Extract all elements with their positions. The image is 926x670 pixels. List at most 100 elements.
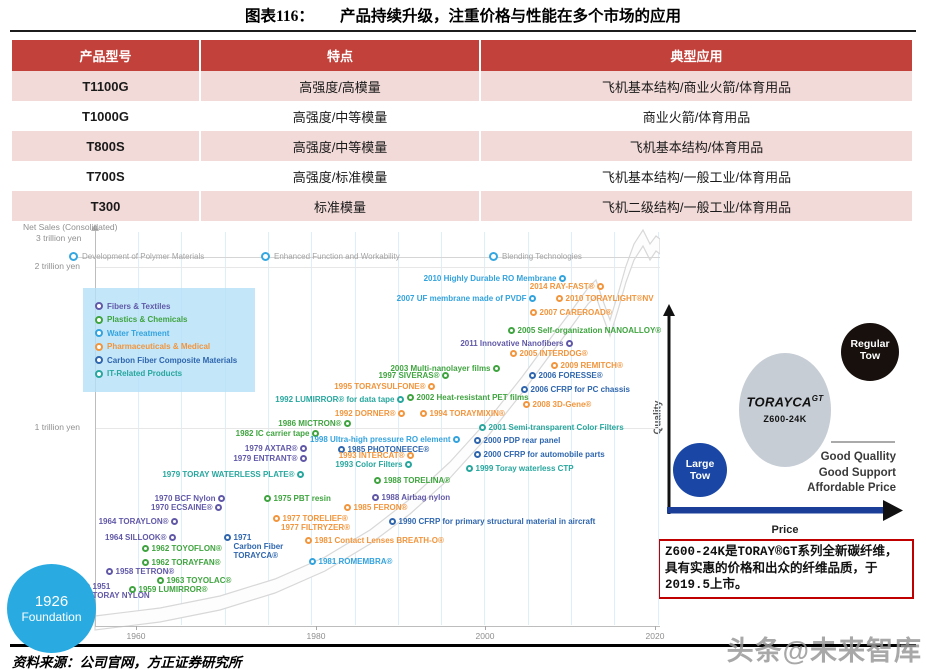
table-header-row: 产品型号 特点 典型应用 [12,40,912,71]
event-label: 2008 3D-Gene® [532,400,592,409]
legend-label: IT-Related Products [107,369,183,379]
event-dot-icon [297,470,304,478]
timeline-event: 1979 ENTRANT® [233,454,307,463]
table-cell: 高强度/中等模量 [200,101,481,131]
x-axis [95,626,660,627]
positioning-diagram-graphic [663,304,903,521]
table-cell: 标准模量 [200,191,481,221]
timeline-event: 1981 ROMEMBRA® [309,557,392,566]
event-label: 2014 RAY-FAST® [529,282,595,291]
legend-dot-icon [95,302,103,311]
event-dot-icon [523,400,530,408]
timeline-event: 1958 TETRON® [106,567,174,576]
legend-item: IT-Related Products [95,369,255,378]
title-divider [10,30,916,32]
event-label: 2006 FORESSE® [538,371,603,380]
timeline-event: 1993 INTERCAT® [339,451,414,460]
event-dot-icon [397,395,404,403]
event-label: 1988 Airbag nylon [381,493,451,502]
legend-label: Pharmaceuticals & Medical [107,342,211,352]
y-axis [95,230,96,626]
table-cell: T1000G [12,101,201,131]
event-label: 1971 Carbon Fiber TORAYCA® [233,533,284,560]
event-dot-icon [218,494,225,502]
torayca-gt-label: TORAYCAGT Z600-24K [738,394,832,424]
table-cell: 飞机基本结构/体育用品 [480,131,912,161]
timeline-event: 1982 IC carrier tape [236,429,319,438]
torayca-gt-bubble [739,353,831,467]
event-label: 1993 INTERCAT® [338,451,405,460]
x-tick [316,626,317,630]
timeline-event: 2005 INTERDOG® [510,349,588,358]
event-dot-icon [344,503,351,511]
legend-item: Carbon Fiber Composite Materials [95,356,255,365]
figure-title: 图表116： 产品持续升级，注重价格与性能在多个市场的应用 [0,4,926,26]
table-cell: 商业火箭/体育用品 [642,109,751,125]
event-label: 1958 TETRON® [115,567,175,576]
event-dot-icon [374,476,381,484]
x-tick-label: 2020 [645,631,665,641]
event-label: 2010 TORAYLIGHT®NV [565,294,654,303]
event-dot-icon [338,445,345,453]
product-table: 产品型号 特点 典型应用 T1100G 高强度/高模量 飞机基本结构/商业火箭/体育用品… [12,40,912,221]
phase-dot-icon [261,252,270,261]
watermark: 头条@未来智库 [726,636,922,666]
y-gridline-label: 1 trillion yen [34,422,80,432]
column-header: 产品型号 [12,40,201,71]
event-dot-icon [407,451,414,459]
y-gridline-label: 2 trillion yen [34,261,80,271]
event-dot-icon [106,567,113,575]
timeline-event: 1962 TORAYFAN® [142,558,221,567]
legend-dot-icon [95,315,103,324]
event-label: 1999 Toray waterless CTP [475,464,574,473]
event-label: 1995 TORAYSULFONE® [334,382,426,391]
event-dot-icon [521,385,528,393]
event-label: 1990 CFRP for primary structural materia… [398,517,596,526]
gridline [96,267,660,268]
event-label: 1959 LUMIRROR® [138,585,208,594]
table-cell: 高强度/高模量 [200,71,481,101]
regular-tow-label: Regular Tow [850,338,890,362]
event-label: 1985 PHOTONEECE® [347,445,430,454]
event-label: 1970 BCF Nylon [154,494,216,503]
timeline-event: 1979 TORAY WATERLESS PLATE® [162,470,304,479]
event-label: 1993 Color Filters [335,460,403,469]
event-dot-icon [405,460,412,468]
event-dot-icon [300,454,307,462]
y-axis-arrow-icon [91,224,99,231]
timeline-event: 1999 Toray waterless CTP [466,464,574,473]
event-dot-icon [474,450,481,458]
event-label: 2011 Innovative Nanofibers [460,339,564,348]
event-dot-icon [129,585,136,593]
event-dot-icon [566,339,573,347]
sales-curve-ribbon [94,228,660,631]
quality-axis-arrow-icon [663,304,675,316]
timeline-event: 2006 FORESSE® [529,371,603,380]
event-dot-icon [344,419,351,427]
timeline-event: 2010 Highly Durable RO Membrane [424,274,566,283]
event-label: 1998 Ultra-high pressure RO element [310,435,451,444]
callout-box: Z600-24K是TORAY®GT系列全新碳纤维， 具有实惠的价格和出众的纤维品… [658,539,914,599]
event-dot-icon [510,349,517,357]
timeline-phase: Enhanced Function and Workability [261,252,400,261]
event-dot-icon [420,409,427,417]
torayca-model: Z600-24K [763,414,807,425]
event-dot-icon [508,326,515,334]
event-label: 2002 Heat-resistant PET films [416,393,529,402]
timeline-event: 2006 CFRP for PC chassis [521,385,630,394]
timeline-event: 1971 Carbon Fiber TORAYCA® [224,533,283,560]
table-row: T300 标准模量 飞机二级结构/一般工业/体育用品 [12,191,912,221]
event-dot-icon [300,444,307,452]
timeline-event: 2000 PDP rear panel [474,436,560,445]
timeline-event: 1988 TORELINA® [374,476,450,485]
torayca-brand: TORAYCA [746,394,812,410]
x-tick [485,626,486,630]
timeline-event: 1959 LUMIRROR® [129,585,208,594]
price-axis [667,507,883,514]
event-dot-icon [273,514,280,522]
phase-dot-icon [489,252,498,261]
timeline-event: 1970 ECSAINE® [151,503,222,512]
positioning-diagram: Quality Price Regular Tow Large Tow TORA… [652,300,920,542]
event-dot-icon [428,382,435,390]
